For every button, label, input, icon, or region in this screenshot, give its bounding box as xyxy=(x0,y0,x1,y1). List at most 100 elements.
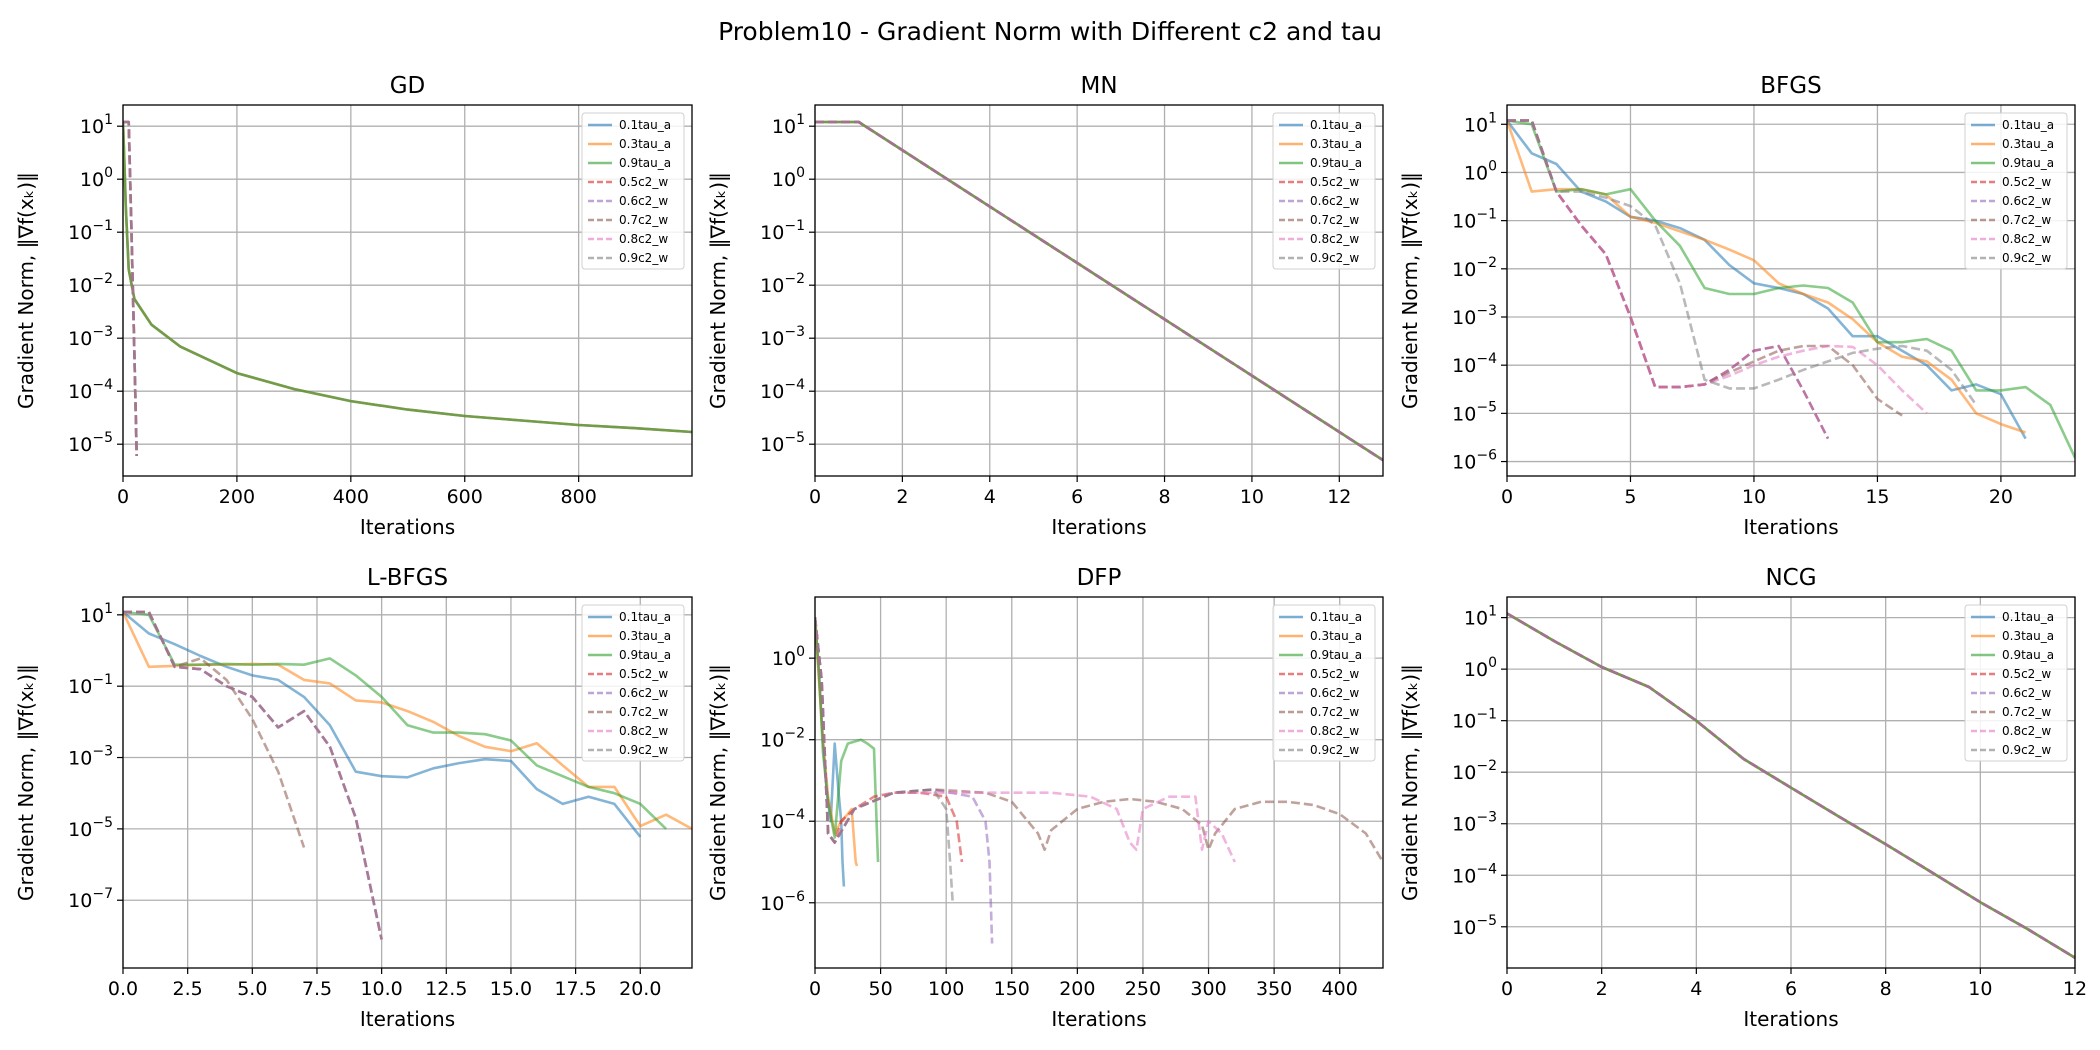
x-axis-label: Iterations xyxy=(1051,1007,1146,1031)
x-tick-label: 800 xyxy=(561,486,597,508)
y-tick-label: 10−6 xyxy=(1452,448,1497,474)
x-tick-label: 6 xyxy=(1785,978,1797,1000)
x-tick-label: 4 xyxy=(984,486,996,508)
y-axis-label: Gradient Norm, ‖∇f(xₖ)‖ xyxy=(706,172,730,409)
y-axis-label: Gradient Norm, ‖∇f(xₖ)‖ xyxy=(14,664,38,901)
y-tick-label: 10−5 xyxy=(760,430,805,456)
subplot-title: BFGS xyxy=(1760,73,1821,99)
legend-label: 0.7c2_w xyxy=(2002,213,2051,227)
legend-label: 0.1tau_a xyxy=(1310,610,1362,624)
x-tick-label: 250 xyxy=(1125,978,1161,1000)
legend-label: 0.8c2_w xyxy=(2002,724,2051,738)
legend-label: 0.6c2_w xyxy=(619,194,668,208)
y-tick-label: 101 xyxy=(80,112,113,138)
y-tick-label: 10−3 xyxy=(760,324,805,350)
y-tick-label: 10−4 xyxy=(760,807,805,833)
y-tick-label: 10−5 xyxy=(1452,913,1497,939)
legend-label: 0.9c2_w xyxy=(2002,743,2051,757)
x-tick-label: 400 xyxy=(333,486,369,508)
x-tick-label: 12 xyxy=(1327,486,1351,508)
legend-label: 0.7c2_w xyxy=(2002,705,2051,719)
x-tick-label: 12.5 xyxy=(425,978,467,1000)
legend-label: 0.6c2_w xyxy=(619,686,668,700)
x-tick-label: 2 xyxy=(1596,978,1608,1000)
x-axis-label: Iterations xyxy=(1051,515,1146,539)
x-tick-label: 200 xyxy=(1059,978,1095,1000)
x-tick-label: 600 xyxy=(447,486,483,508)
legend: 0.1tau_a 0.3tau_a 0.9tau_a 0.5c2_w 0.6c2_w 0.… xyxy=(1272,112,1376,270)
series-line-0-5c2-w xyxy=(1507,119,1830,440)
x-tick-label: 200 xyxy=(219,486,255,508)
legend-label: 0.8c2_w xyxy=(2002,232,2051,246)
subplot-title: MN xyxy=(1080,73,1117,99)
x-tick-label: 5.0 xyxy=(237,978,267,1000)
y-tick-label: 101 xyxy=(1464,110,1497,136)
x-tick-label: 20 xyxy=(1989,486,2013,508)
y-tick-label: 10−1 xyxy=(1452,207,1497,233)
subplot-l-bfgs: 0.0 2.5 5.0 7.5 10.0 12.5 15.0 17.5 20.0 101 10−1 1… xyxy=(14,565,693,1031)
series-group xyxy=(123,120,692,457)
y-tick-label: 10−3 xyxy=(1452,810,1497,836)
legend-label: 0.9c2_w xyxy=(1310,743,1359,757)
legend-label: 0.6c2_w xyxy=(2002,194,2051,208)
legend-label: 0.9tau_a xyxy=(1310,648,1362,662)
y-axis-label: Gradient Norm, ‖∇f(xₖ)‖ xyxy=(1398,172,1422,409)
subplot-gd: 0 200 400 600 800 101 100 10−1 10−2 10−3 10−4 10−5 G… xyxy=(14,73,693,539)
y-tick-label: 100 xyxy=(772,165,805,191)
series-line-0-9tau-a xyxy=(1507,119,2075,459)
y-tick-label: 10−4 xyxy=(1452,351,1497,377)
x-tick-label: 50 xyxy=(868,978,892,1000)
legend-label: 0.3tau_a xyxy=(619,629,671,643)
x-tick-label: 8 xyxy=(1158,486,1170,508)
series-line-0-7c2-w xyxy=(123,610,306,848)
y-tick-label: 10−1 xyxy=(760,218,805,244)
legend-label: 0.5c2_w xyxy=(2002,667,2051,681)
x-tick-label: 10.0 xyxy=(360,978,402,1000)
legend-label: 0.9tau_a xyxy=(1310,156,1362,170)
x-tick-label: 0 xyxy=(809,978,821,1000)
figure-suptitle: Problem10 - Gradient Norm with Different… xyxy=(718,17,1382,46)
x-tick-label: 8 xyxy=(1880,978,1892,1000)
series-group xyxy=(815,120,1383,462)
y-tick-label: 10−3 xyxy=(68,324,113,350)
legend-label: 0.9tau_a xyxy=(2002,648,2054,662)
series-line-0-1tau-a xyxy=(1507,119,2027,440)
axes-frame xyxy=(122,596,693,969)
y-tick-label: 101 xyxy=(772,112,805,138)
series-line-0-6c2-w xyxy=(815,617,994,944)
x-tick-label: 150 xyxy=(994,978,1030,1000)
x-tick-label: 10 xyxy=(1240,486,1264,508)
legend-label: 0.6c2_w xyxy=(1310,194,1359,208)
series-line-0-7c2-w xyxy=(1507,119,1903,417)
legend: 0.1tau_a 0.3tau_a 0.9tau_a 0.5c2_w 0.6c2_w 0.… xyxy=(1964,604,2068,762)
subplot-title: L-BFGS xyxy=(367,565,448,591)
series-line-0-9tau-a xyxy=(123,121,692,434)
y-tick-label: 100 xyxy=(772,644,805,670)
x-tick-label: 2 xyxy=(896,486,908,508)
subplot-bfgs: 0 5 10 15 20 101 100 10−1 10−2 10−3 10−4 10−5 10−6 BF… xyxy=(1398,73,2076,539)
x-tick-label: 100 xyxy=(928,978,964,1000)
y-tick-label: 10−4 xyxy=(760,377,805,403)
x-tick-label: 0 xyxy=(117,486,129,508)
x-tick-label: 350 xyxy=(1256,978,1292,1000)
y-tick-label: 101 xyxy=(1464,604,1497,630)
legend-label: 0.1tau_a xyxy=(2002,610,2054,624)
y-axis-label: Gradient Norm, ‖∇f(xₖ)‖ xyxy=(706,664,730,901)
x-tick-label: 0 xyxy=(809,486,821,508)
y-tick-label: 100 xyxy=(1464,158,1497,184)
legend-label: 0.1tau_a xyxy=(1310,118,1362,132)
y-tick-label: 10−2 xyxy=(68,271,113,297)
series-line-0-9tau-a xyxy=(123,610,668,830)
subplot-title: NCG xyxy=(1765,565,1816,591)
legend-label: 0.1tau_a xyxy=(619,610,671,624)
x-axis-label: Iterations xyxy=(1743,515,1838,539)
y-tick-label: 10−5 xyxy=(68,430,113,456)
series-line-0-6c2-w xyxy=(1507,119,1830,440)
y-tick-label: 10−4 xyxy=(68,377,113,403)
x-axis-label: Iterations xyxy=(1743,1007,1838,1031)
legend-label: 0.7c2_w xyxy=(619,705,668,719)
x-tick-label: 7.5 xyxy=(302,978,332,1000)
y-tick-label: 10−2 xyxy=(760,271,805,297)
series-line-0-8c2-w xyxy=(1507,119,1928,415)
y-tick-label: 10−5 xyxy=(68,815,113,841)
